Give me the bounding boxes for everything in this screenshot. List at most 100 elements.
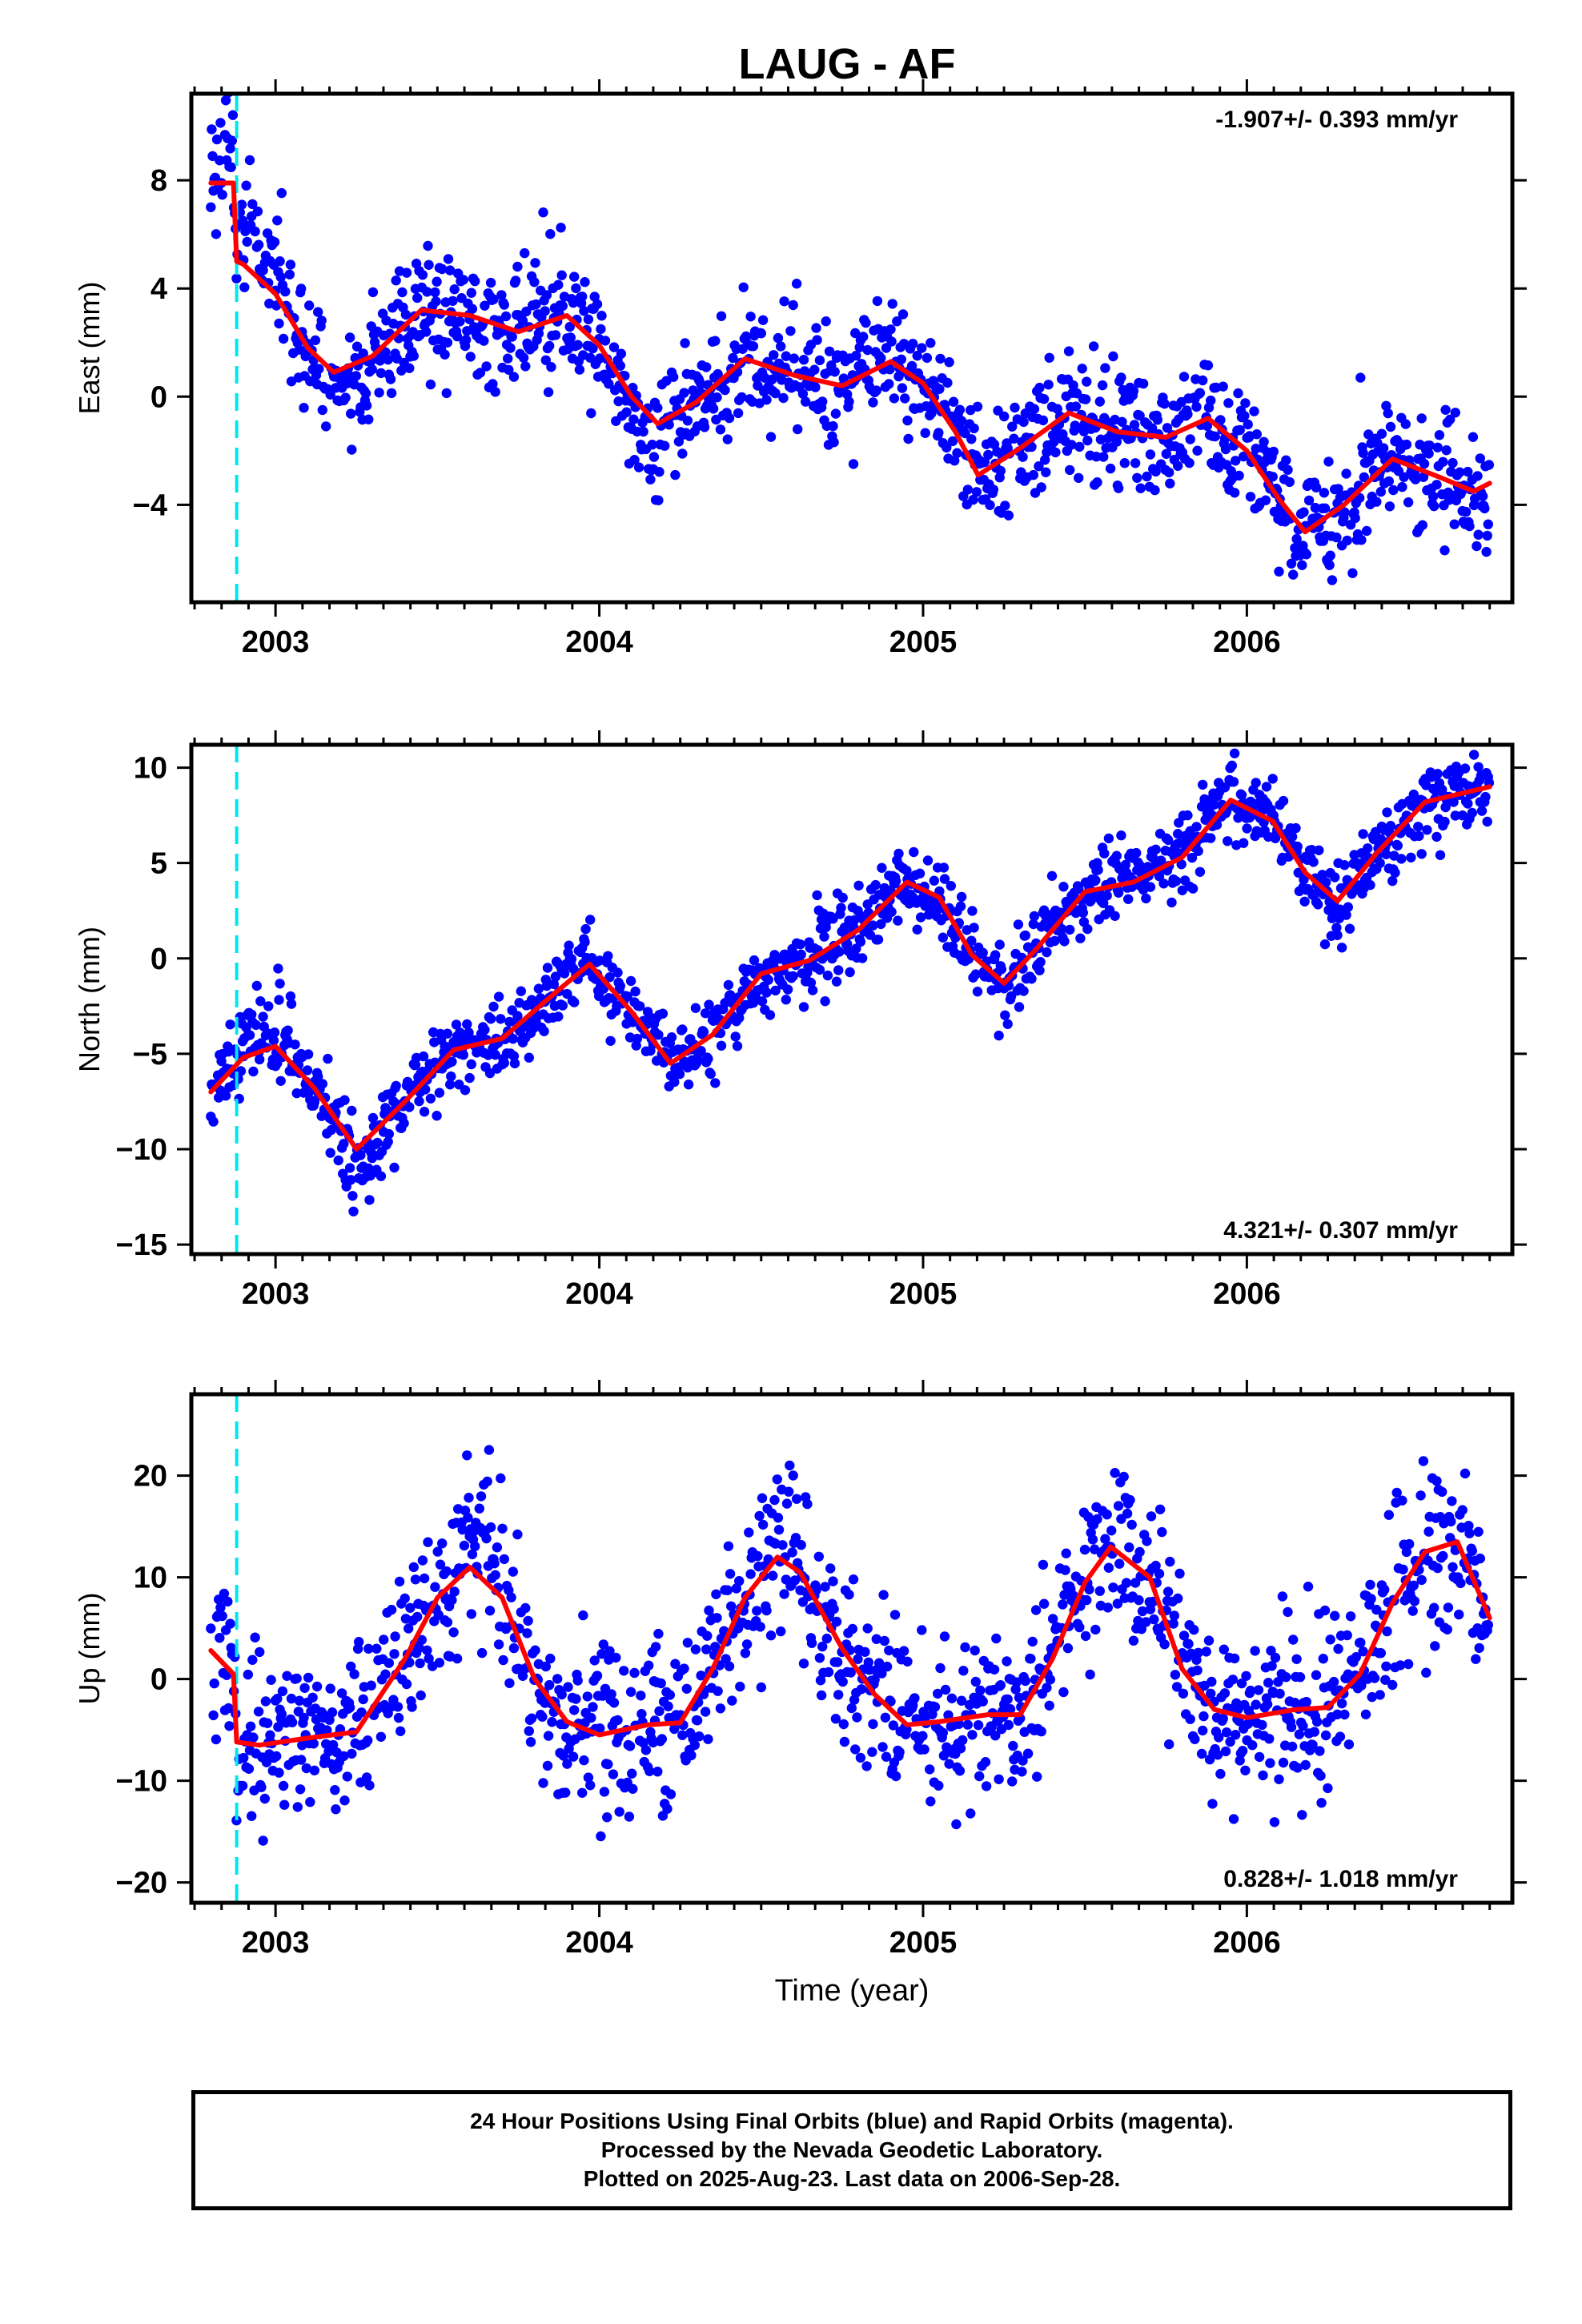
data-point [788,300,798,311]
footer-line-3: Plotted on 2025-Aug-23. Last data on 200… [583,2166,1121,2191]
data-point [276,1709,287,1719]
data-point [1463,466,1473,477]
data-point [423,240,433,251]
data-point [1251,778,1261,788]
data-point [752,1606,762,1616]
data-point [360,388,371,399]
data-point [1195,866,1206,878]
data-point [1332,1709,1343,1719]
data-point [351,371,361,381]
data-point [445,1080,456,1090]
data-point [459,1540,470,1551]
data-point [1060,1565,1070,1575]
data-point [333,1155,343,1166]
data-point [1111,436,1122,447]
data-point [302,1065,313,1076]
data-point [366,1680,376,1691]
data-point [414,1642,424,1653]
data-point [974,1771,985,1782]
plot-frame [189,1392,1515,1905]
data-point [1288,1634,1299,1645]
data-point [853,1654,863,1664]
data-point [1074,1622,1085,1633]
data-point [1152,415,1163,425]
y-tick-label: −15 [116,1228,167,1262]
data-point [375,368,387,379]
data-point [616,348,627,359]
data-point [813,1551,824,1562]
data-point [1262,1699,1273,1710]
data-point [1036,1726,1046,1737]
data-point [236,199,247,210]
data-point [873,1658,885,1668]
data-point [346,1175,356,1185]
data-point [583,1772,594,1783]
data-point [423,1537,433,1547]
data-point [890,1771,901,1782]
data-point [712,392,722,403]
data-point [723,979,734,991]
data-point [1385,421,1396,432]
data-point [1423,448,1434,459]
data-point [563,1682,573,1692]
data-point [1098,452,1109,462]
data-point [1464,521,1475,532]
data-point [1203,360,1214,371]
data-point [568,297,579,308]
data-point [1287,1741,1298,1752]
data-point [1404,1538,1415,1550]
data-point [1218,1713,1228,1724]
data-point [1267,472,1278,482]
data-point [464,1027,474,1038]
data-point [389,1162,400,1173]
data-point [861,1761,872,1771]
data-point [991,1633,1002,1644]
data-point [244,155,255,166]
data-point [1165,1556,1175,1567]
data-point [785,326,796,336]
data-point [1082,1594,1092,1606]
data-point [700,1707,711,1717]
data-point [1241,1671,1251,1681]
data-point [217,190,227,200]
data-point [748,341,759,352]
data-point [206,1623,216,1634]
data-point [741,331,752,342]
data-point [851,350,861,361]
data-point [278,1780,289,1791]
data-point [871,1634,882,1644]
data-point [330,1785,340,1795]
data-point [580,937,590,947]
data-point [1442,1624,1453,1635]
data-point [1026,1654,1036,1664]
data-point [323,1053,333,1064]
data-point [778,392,789,404]
data-point [1387,875,1398,887]
data-point [339,1795,350,1806]
data-point [226,162,236,172]
data-point [559,968,570,979]
data-point [1468,432,1479,442]
data-point [679,388,689,398]
data-point [1281,1672,1291,1683]
data-point [1223,398,1234,408]
data-point [1475,1553,1486,1564]
data-point [1265,1758,1275,1768]
data-point [993,405,1003,416]
data-point [731,1583,741,1594]
data-point [1328,1676,1339,1687]
data-point [848,1574,859,1585]
data-point [1018,986,1029,996]
data-point [248,1732,259,1743]
data-point [1450,408,1461,418]
data-point [761,987,772,998]
data-point [1257,1719,1267,1731]
data-point [1475,453,1486,464]
data-point [1007,1776,1018,1787]
data-point [1198,1725,1208,1736]
data-point [1383,1510,1395,1520]
data-point [525,1737,536,1747]
data-point [1318,1654,1329,1664]
data-point [275,256,285,267]
data-point [952,448,962,458]
